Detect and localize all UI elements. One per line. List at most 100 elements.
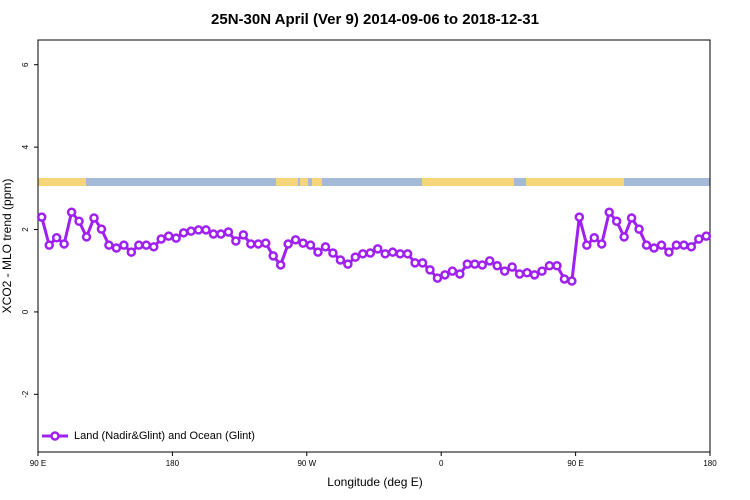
- y-tick-label: 2: [21, 227, 30, 232]
- point: [484, 256, 495, 266]
- point: [81, 232, 92, 242]
- point: [216, 229, 226, 239]
- point: [104, 240, 114, 250]
- point: [111, 243, 122, 253]
- legend-marker: [50, 431, 60, 441]
- point: [44, 240, 54, 250]
- point: [410, 258, 420, 268]
- x-tick-label: 90 E: [567, 459, 583, 468]
- point: [611, 216, 622, 227]
- y-axis-label: XCO2 - MLO trend (ppm): [0, 179, 14, 314]
- point: [141, 240, 152, 250]
- point: [201, 225, 211, 235]
- point: [529, 270, 540, 280]
- y-tick-label: 4: [21, 144, 30, 149]
- point: [671, 240, 682, 250]
- point: [268, 251, 278, 261]
- point: [298, 238, 308, 248]
- point: [537, 266, 547, 276]
- x-tick-label: 0: [439, 459, 444, 468]
- point: [148, 242, 159, 252]
- point: [417, 258, 428, 268]
- point: [134, 240, 144, 250]
- point: [679, 240, 689, 250]
- point: [425, 265, 435, 275]
- point: [701, 231, 712, 241]
- x-tick-label: 180: [703, 459, 717, 468]
- point: [313, 247, 323, 257]
- point: [350, 252, 361, 262]
- legend-label: Land (Nadir&Glint) and Ocean (Glint): [74, 430, 255, 442]
- point: [492, 261, 502, 271]
- point: [320, 242, 331, 252]
- point: [305, 240, 316, 250]
- point: [649, 243, 659, 253]
- x-tick-label: 90 W: [297, 459, 316, 468]
- plot-frame: [37, 39, 711, 453]
- point: [246, 239, 256, 249]
- land-ocean-strip: [38, 178, 710, 186]
- point: [567, 276, 577, 286]
- point: [119, 240, 129, 250]
- point: [664, 247, 674, 257]
- x-tick-label: 180: [166, 459, 180, 468]
- point: [51, 233, 62, 243]
- point: [380, 249, 390, 259]
- point: [208, 229, 219, 239]
- point: [574, 212, 585, 222]
- point: [447, 266, 458, 276]
- point: [686, 242, 697, 252]
- point: [402, 249, 413, 259]
- y-tick-label: 6: [21, 62, 30, 67]
- y-tick-label: -2: [21, 390, 30, 398]
- point: [238, 230, 249, 240]
- point: [231, 236, 241, 246]
- point: [395, 249, 405, 259]
- point: [604, 207, 614, 217]
- point: [365, 248, 376, 258]
- point: [596, 239, 607, 249]
- point: [455, 269, 465, 279]
- point: [619, 232, 629, 242]
- point: [89, 213, 99, 223]
- point: [641, 240, 652, 250]
- point: [470, 259, 480, 269]
- point: [163, 231, 174, 241]
- point: [126, 247, 137, 257]
- chart-title: 25N-30N April (Ver 9) 2014-09-06 to 2018…: [211, 11, 539, 28]
- point: [335, 255, 346, 265]
- point: [559, 274, 570, 284]
- point: [582, 240, 592, 250]
- point: [66, 207, 77, 217]
- point: [178, 228, 189, 238]
- point: [253, 239, 264, 249]
- point: [656, 240, 667, 250]
- point: [477, 260, 488, 270]
- point: [522, 268, 532, 278]
- point: [193, 225, 204, 235]
- point: [507, 262, 517, 272]
- point: [544, 261, 555, 271]
- point: [36, 212, 47, 222]
- point: [358, 249, 368, 259]
- point: [343, 259, 353, 269]
- point: [283, 239, 293, 249]
- point: [499, 266, 510, 276]
- point: [387, 247, 398, 257]
- point: [74, 216, 84, 227]
- x-tick-label: 90 E: [30, 459, 46, 468]
- point: [290, 235, 301, 245]
- point: [96, 224, 107, 234]
- point: [260, 238, 271, 248]
- point: [223, 227, 234, 237]
- point: [462, 259, 473, 269]
- point: [634, 224, 644, 234]
- point: [440, 270, 450, 280]
- point: [328, 248, 338, 258]
- point: [156, 234, 166, 244]
- point: [59, 239, 69, 249]
- point: [694, 234, 704, 244]
- x-axis-label: Longitude (deg E): [327, 475, 422, 489]
- y-tick-label: 0: [21, 309, 30, 314]
